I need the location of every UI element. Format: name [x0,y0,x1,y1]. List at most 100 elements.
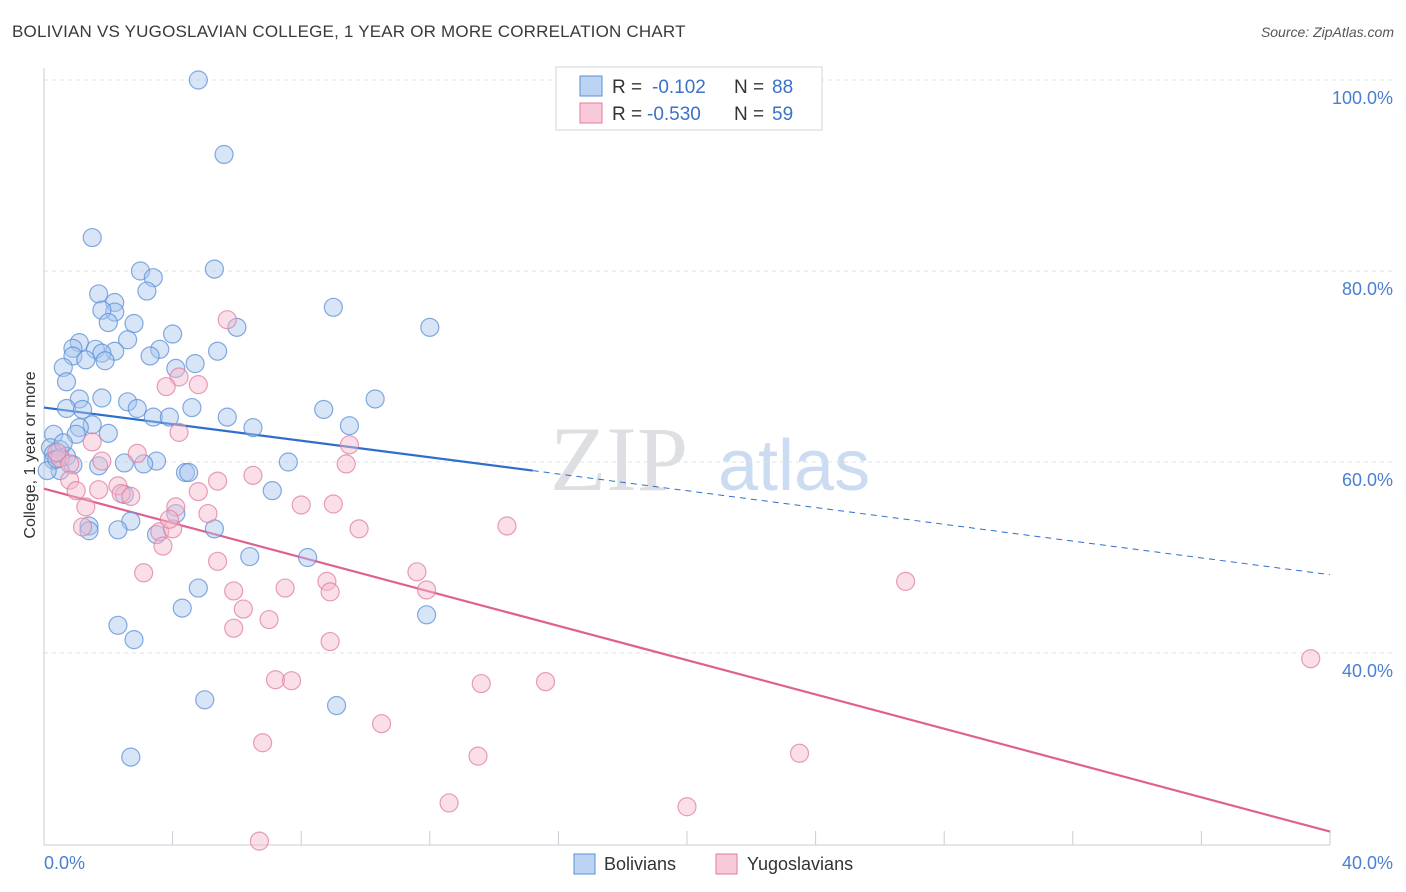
watermark-atlas: atlas [718,426,870,506]
yugoslavian-point [198,503,218,524]
chart-title: BOLIVIAN VS YUGOSLAVIAN COLLEGE, 1 YEAR … [12,22,686,41]
trend-lines [43,406,1331,833]
bolivian-point [79,516,99,536]
bolivians-swatch [573,853,596,875]
bolivian-point [124,630,144,650]
bolivian-trend-line [43,406,533,472]
bolivian-point [98,423,118,443]
yugoslavian-point [169,367,189,387]
bolivian-point [188,70,208,90]
bolivian-point [416,605,437,625]
yugoslavian-point [188,482,208,502]
yugoslavian-point [320,582,340,602]
yugoslavian-point [497,516,517,536]
bolivians-legend-label: Bolivians [604,854,676,874]
bolivian-point [117,392,138,412]
yugoslavian-point [323,494,343,514]
bolivian-point [323,297,343,317]
yugoslavian-point [265,670,286,690]
yugoslavian-point [439,793,459,813]
bolivian-point [214,144,234,165]
bolivian-point [56,398,77,419]
yugoslavian-point [253,733,273,753]
bolivian-point [121,747,141,767]
bolivian-point [365,389,385,409]
y-tick-label-80: 80.0% [1342,279,1393,299]
yugoslavian-point [60,454,80,474]
yugoslavian-point [1301,649,1321,669]
yugoslavian-point [896,571,916,591]
yugoslavian-point [121,486,141,506]
bolivian-point [53,433,73,453]
axis-ticks [172,831,1331,845]
legend-r-label-blue: R = [612,77,642,98]
x-tick-label-min: 0.0% [44,853,85,873]
yugoslavian-point [349,519,369,539]
yugoslavian-point [72,517,93,537]
bolivian-point [195,690,215,710]
yugoslavian-point [468,746,488,766]
yugoslavian-point [92,451,112,471]
bolivian-point [108,615,128,635]
bolivian-point [92,300,112,320]
yugoslavian-point [336,454,356,474]
legend-n-value-blue: 88 [772,77,793,98]
yugoslavian-point [259,609,279,630]
bolivian-point [314,399,334,420]
bolivian-point [56,372,77,392]
y-axis-label: College, 1 year or more [22,371,39,538]
bolivian-point [108,520,128,540]
yugoslavian-point [60,470,80,490]
bolivian-point [124,313,144,334]
bolivian-point [182,397,202,418]
bolivian-point [163,324,183,344]
yugoslavian-point [371,714,392,734]
bolivian-point [172,598,192,618]
legend-n-label-blue: N = [734,77,764,98]
y-tick-label-60: 60.0% [1342,470,1393,490]
yugoslavian-point [407,562,427,582]
yugoslavian-point [249,831,270,851]
yugoslavian-point [217,310,237,330]
legend-n-value-pink: 59 [772,104,793,125]
bolivian-point [134,454,154,474]
yugoslavian-point [224,581,244,601]
bolivian-point [72,399,93,420]
bolivian-point [114,453,134,473]
yugoslavian-point [416,580,437,600]
grid-lines [44,79,1392,654]
yugoslavian-point [50,448,70,468]
bolivian-point [76,350,96,370]
y-tick-label-100: 100.0% [1332,88,1393,108]
bolivian-point [140,346,160,366]
bolivian-point [262,481,282,501]
yugoslavian-point [166,497,186,517]
bolivian-point [95,351,115,371]
legend-n-label-pink: N = [734,104,764,125]
yugoslavian-point [208,471,228,491]
yugoslavian-point [159,509,179,529]
bolivian-point [150,339,170,359]
yugoslavians-legend-label: Yugoslavians [747,854,853,874]
bolivian-point [204,259,224,279]
yugoslavian-point [82,432,102,452]
data-points [37,70,1321,851]
yugoslavian-point [317,571,337,591]
yugoslavian-point [471,673,491,694]
bolivian-point [188,578,208,598]
correlation-legend: R = -0.102 N = 88 R = -0.530 N = 59 [555,66,823,131]
bolivian-point [69,389,89,409]
yugoslavian-point [156,376,176,397]
y-tick-label-40: 40.0% [1342,661,1393,681]
legend-r-value-blue: -0.102 [652,77,706,98]
bolivian-point [92,388,112,408]
yugoslavian-point [291,495,311,515]
legend-r-value-pink: -0.530 [647,104,701,125]
bolivian-point [420,317,440,337]
yugoslavian-point [188,375,208,395]
yugoslavian-point [208,551,228,571]
bolivian-point [53,357,73,378]
yugoslavian-point [66,481,86,501]
bolivian-point [82,227,102,248]
yugoslavian-point [320,631,340,652]
